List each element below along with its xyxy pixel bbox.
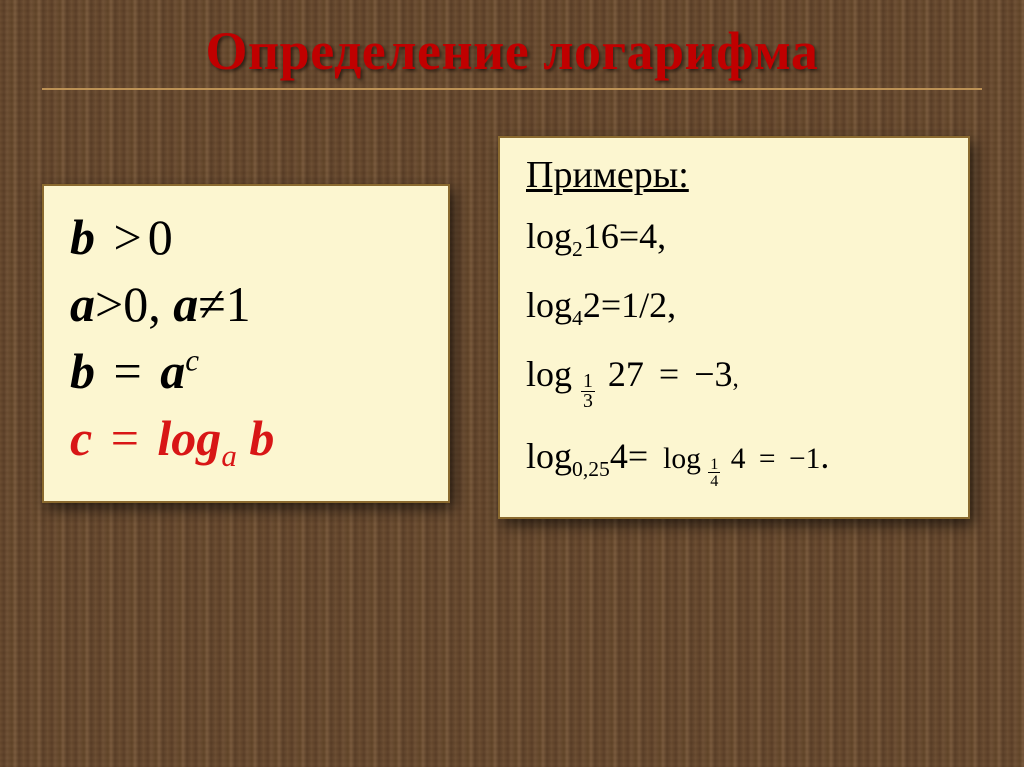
ex1-tail: , [657, 216, 666, 256]
neq: ≠ [198, 276, 225, 332]
ex3-base-num: 1 [581, 372, 595, 392]
ex4e-eq: = [759, 443, 776, 475]
ex3-arg: 27 [608, 356, 644, 394]
ex1-base: 2 [572, 237, 583, 261]
ex3-eq: = [659, 354, 679, 394]
ex3-res: −3 [694, 354, 732, 394]
ex3-tail: , [733, 365, 739, 392]
examples-card: Примеры: log216=4, log42=1/2, log 1 3 27… [498, 136, 970, 519]
exp-c: c [185, 342, 199, 377]
ex4-eq: = [628, 436, 648, 476]
ex4-fn: log [526, 436, 572, 476]
ex3-fn: log [526, 354, 572, 394]
ex3-base-den: 3 [581, 391, 595, 412]
fn-log: log [157, 410, 221, 466]
ex2-res: 1/2 [621, 285, 667, 325]
op-gt: > [114, 209, 142, 265]
def-line-4: c = loga b [70, 405, 422, 477]
one: 1 [226, 276, 251, 332]
ex4e-res: −1 [789, 443, 820, 475]
ex2-arg: 2 [583, 285, 601, 325]
eq-4: = [111, 410, 139, 466]
eq-3: = [114, 343, 142, 399]
var-a-3: a [160, 343, 185, 399]
comma: , [148, 276, 161, 332]
ex2-base: 4 [572, 306, 583, 330]
var-b: b [70, 209, 95, 265]
ex4e-base-num: 1 [708, 456, 720, 472]
slide-title: Определение логарифма [42, 20, 982, 82]
var-a: a [70, 276, 95, 332]
var-a-2: a [173, 276, 198, 332]
title-divider [42, 88, 982, 90]
ex1-arg: 16 [583, 216, 619, 256]
example-4: log0,254= log 1 4 4 = −1 . [526, 438, 942, 489]
examples-heading: Примеры: [526, 156, 942, 196]
slide: Определение логарифма b >0 a>0, a≠1 b = … [0, 0, 1024, 767]
ex4e-base-den: 4 [708, 472, 720, 489]
log-arg-b: b [249, 410, 274, 466]
ex1-fn: log [526, 216, 572, 256]
zero-2: 0 [123, 276, 148, 332]
def-line-1: b >0 [70, 204, 422, 271]
ex4-expansion: log 1 4 4 = −1 [663, 444, 820, 489]
ex4e-base-frac: 1 4 [708, 456, 720, 489]
example-3: log 1 3 27 = −3, [526, 356, 942, 413]
content-row: b >0 a>0, a≠1 b = ac c = loga b Примеры: [42, 136, 982, 519]
zero: 0 [148, 209, 173, 265]
ex3-base-frac: 1 3 [581, 372, 595, 413]
ex4e-arg: 4 [731, 443, 746, 475]
ex4e-fn: log [663, 443, 701, 475]
example-1: log216=4, [526, 218, 942, 261]
ex2-eq: = [601, 285, 621, 325]
ex1-eq: = [619, 216, 639, 256]
ex4-tail: . [820, 436, 829, 476]
example-2: log42=1/2, [526, 287, 942, 330]
ex1-res: 4 [639, 216, 657, 256]
ex2-tail: , [667, 285, 676, 325]
var-c-4: c [70, 410, 92, 466]
ex4-base: 0,25 [572, 457, 610, 481]
var-b-3: b [70, 343, 95, 399]
log-base-a: a [221, 438, 237, 473]
ex4-arg: 4 [610, 436, 628, 476]
def-line-3: b = ac [70, 338, 422, 405]
ex2-fn: log [526, 285, 572, 325]
def-line-2: a>0, a≠1 [70, 271, 422, 338]
definition-card: b >0 a>0, a≠1 b = ac c = loga b [42, 184, 450, 503]
op-gt-2: > [95, 276, 123, 332]
